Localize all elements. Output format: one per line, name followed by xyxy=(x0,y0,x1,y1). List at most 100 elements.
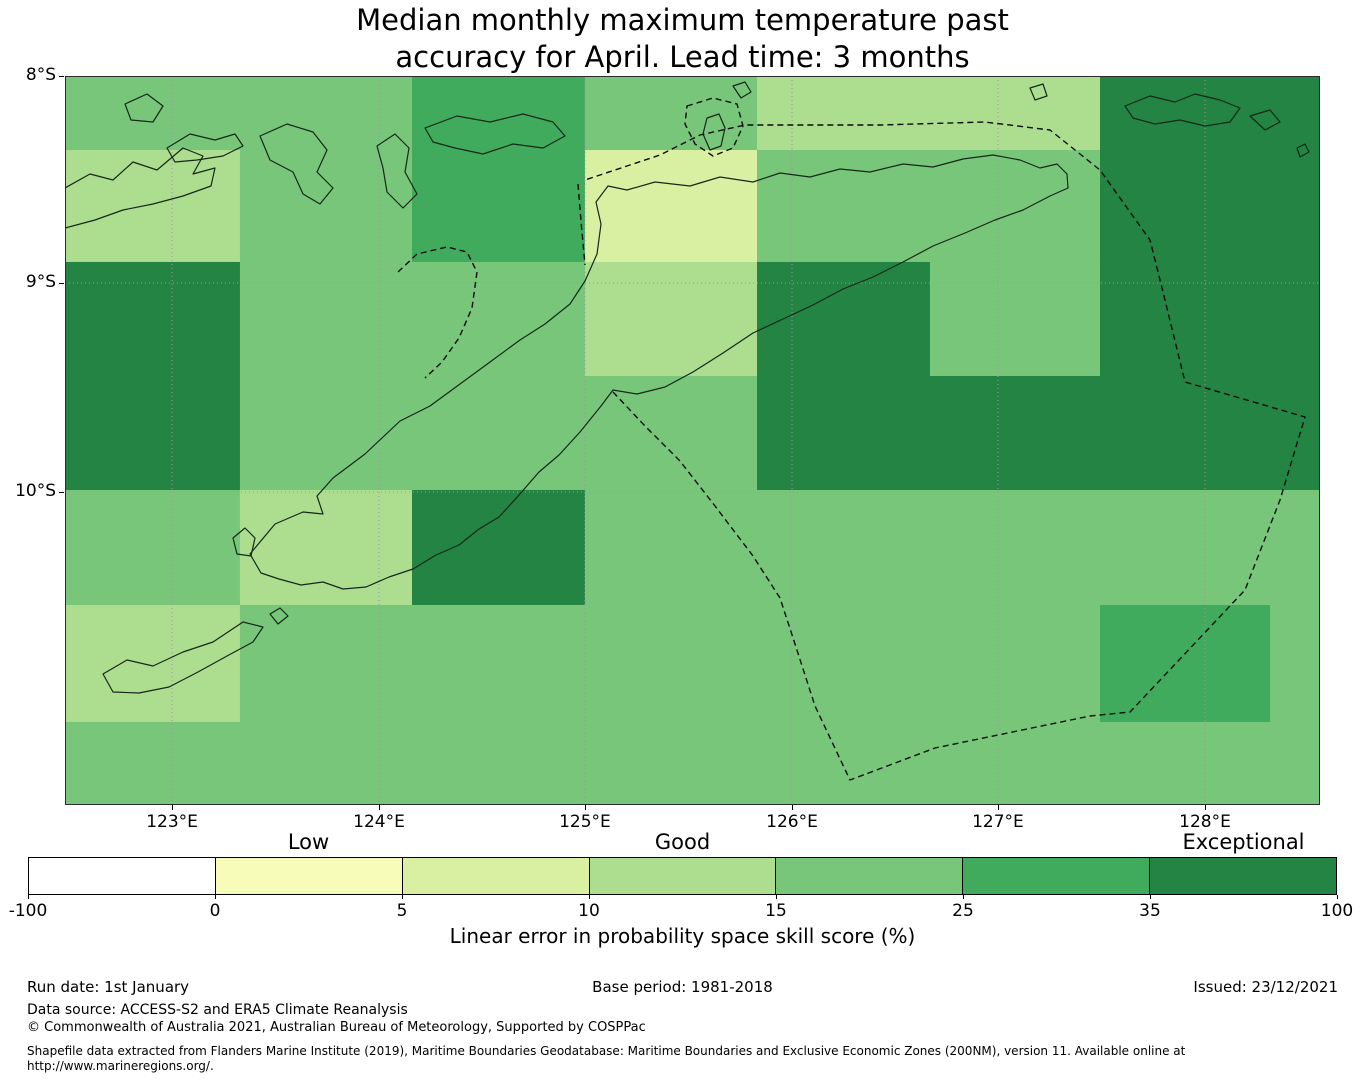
map-cell xyxy=(412,604,586,723)
map-cell xyxy=(65,76,241,151)
map-cell xyxy=(239,375,413,491)
map-cell xyxy=(757,604,931,723)
y-tick-mark xyxy=(59,76,64,77)
colorbar-category-label: Exceptional xyxy=(1182,830,1305,854)
eez-boundary-path xyxy=(684,97,744,157)
map-cell xyxy=(65,261,241,377)
y-tick-mark xyxy=(59,283,64,285)
coastline-path xyxy=(1249,109,1281,131)
map-svg xyxy=(65,76,1320,805)
map-cell xyxy=(1270,149,1320,263)
x-tick-mark xyxy=(172,805,174,810)
coastline-path xyxy=(1124,93,1241,127)
map-cell xyxy=(65,149,241,263)
colorbar-tick-mark xyxy=(215,895,216,899)
base-period-text: Base period: 1981-2018 xyxy=(592,978,773,996)
map-cell xyxy=(584,721,758,805)
x-tick-mark xyxy=(379,805,380,810)
x-tick-label: 126°E xyxy=(766,812,818,832)
colorbar xyxy=(28,857,1337,895)
colorbar-segment xyxy=(775,858,963,894)
shapefile-note-line1: Shapefile data extracted from Flanders M… xyxy=(27,1044,1186,1058)
colorbar-tick-mark xyxy=(28,895,29,899)
map-cell xyxy=(757,76,931,151)
map-cell xyxy=(65,604,241,723)
map-cell xyxy=(1270,261,1320,377)
coastline-path xyxy=(269,607,289,625)
map-cell xyxy=(1099,375,1271,491)
eez-boundary-path xyxy=(584,121,1306,781)
colorbar-tick-mark xyxy=(963,895,964,899)
map-cell xyxy=(584,76,758,151)
colorbar-category-label: Low xyxy=(287,830,330,854)
map-cell xyxy=(239,489,413,606)
map-cell xyxy=(239,721,413,805)
x-tick-label: 125°E xyxy=(559,812,611,832)
map-cell xyxy=(1099,604,1271,723)
map-cell xyxy=(412,489,586,606)
map-cell xyxy=(584,261,758,377)
map-cell xyxy=(1270,76,1320,151)
map-cell xyxy=(584,375,758,491)
x-tick-mark xyxy=(584,805,586,810)
coastline-path xyxy=(424,113,566,155)
coastline-path xyxy=(166,133,244,163)
map-cell xyxy=(412,76,586,151)
map-cell xyxy=(412,721,586,805)
map-cell xyxy=(757,721,931,805)
map-cell xyxy=(1099,261,1271,377)
colorbar-tick-label: 0 xyxy=(209,901,221,921)
map-cell xyxy=(1099,76,1271,151)
map-cell xyxy=(757,489,931,606)
coastline-path xyxy=(124,93,164,123)
coastline-path xyxy=(376,133,418,209)
coastline-path xyxy=(65,147,216,229)
coastline-path xyxy=(102,621,264,694)
colorbar-axis-label: Linear error in probability space skill … xyxy=(449,924,916,948)
map-cell xyxy=(929,604,1101,723)
colorbar-tick-mark xyxy=(1337,895,1338,899)
colorbar-tick-label: 25 xyxy=(952,901,974,921)
x-tick-label: 123°E xyxy=(146,812,198,832)
chart-title-line1: Median monthly maximum temperature past xyxy=(356,3,1009,37)
chart-title: Median monthly maximum temperature past … xyxy=(0,2,1365,76)
colorbar-tick-mark xyxy=(776,895,777,899)
map-cell xyxy=(1270,375,1320,491)
x-tick-label: 128°E xyxy=(1179,812,1231,832)
coastline-path xyxy=(232,527,256,557)
coastline-path xyxy=(732,81,752,99)
map-cell xyxy=(65,489,241,606)
colorbar-tick-label: -100 xyxy=(8,901,48,921)
map-cell xyxy=(929,261,1101,377)
map-cell xyxy=(412,261,586,377)
map-cell xyxy=(929,149,1101,263)
map-cell xyxy=(239,149,413,263)
map-cell xyxy=(65,375,241,491)
map-cell xyxy=(929,721,1101,805)
axes-frame xyxy=(65,76,1320,805)
coastline-path xyxy=(1029,83,1048,101)
colorbar-tick-mark xyxy=(589,895,590,899)
map-cell xyxy=(1270,604,1320,723)
colorbar-tick-label: 5 xyxy=(396,901,408,921)
chart-title-line2: accuracy for April. Lead time: 3 months xyxy=(395,40,970,74)
map-cell xyxy=(757,261,931,377)
colorbar-tick-mark xyxy=(1150,895,1151,899)
map-cell xyxy=(1270,721,1320,805)
map-cell xyxy=(757,149,931,263)
map-cell xyxy=(412,375,586,491)
x-tick-label: 124°E xyxy=(353,812,405,832)
shapefile-note-line2: http://www.marineregions.org/. xyxy=(27,1059,214,1073)
map-cell xyxy=(584,489,758,606)
colorbar-tick-mark xyxy=(402,895,403,899)
y-tick-label: 10°S xyxy=(15,480,56,501)
map-cell xyxy=(584,604,758,723)
map-cell xyxy=(929,76,1101,151)
map-cell xyxy=(1099,489,1271,606)
coastline-path xyxy=(249,154,1069,590)
y-tick-label: 8°S xyxy=(25,65,56,85)
colorbar-category-label: Good xyxy=(654,830,711,854)
colorbar-segment xyxy=(214,858,402,894)
colorbar-segment xyxy=(1149,858,1337,894)
